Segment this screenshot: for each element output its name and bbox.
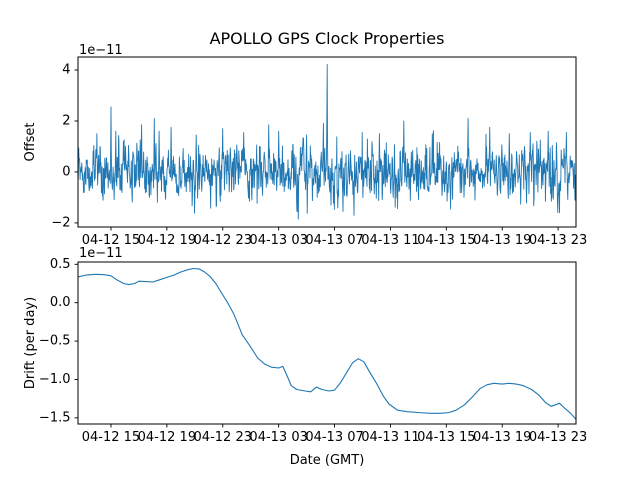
x-tick-label: 04-13 19 [473, 430, 531, 445]
x-tick-label: 04-13 23 [529, 233, 587, 248]
x-tick-label: 04-13 03 [249, 233, 307, 248]
x-tick-label: 04-12 23 [194, 233, 252, 248]
offset-series-line [78, 63, 576, 220]
chart-title: APOLLO GPS Clock Properties [210, 29, 445, 48]
y-tick-label: 0 [62, 164, 70, 179]
x-tick-label: 04-12 19 [138, 430, 196, 445]
x-tick-label: 04-13 07 [305, 233, 363, 248]
drift-series-line [78, 267, 576, 420]
drift-exponent-label: 1e−11 [79, 246, 123, 261]
y-tick-label: 2 [62, 113, 70, 128]
x-axis-label: Date (GMT) [290, 453, 365, 468]
x-tick-label: 04-13 19 [473, 233, 531, 248]
y-tick-label: 4 [62, 62, 70, 77]
y-tick-label: −2 [51, 215, 70, 230]
offset-axes-frame [77, 56, 577, 228]
x-tick-label: 04-12 15 [82, 233, 140, 248]
y-tick-label: −1.0 [39, 372, 71, 387]
x-tick-label: 04-12 23 [194, 430, 252, 445]
x-tick-label: 04-13 23 [529, 430, 587, 445]
y-tick-label: 0.0 [50, 295, 71, 310]
y-tick-label: 0.5 [50, 257, 71, 272]
y-tick-label: −1.5 [39, 410, 71, 425]
y-tick-label: −0.5 [39, 334, 71, 349]
x-tick-label: 04-12 19 [138, 233, 196, 248]
drift-y-axis-label: Drift (per day) [23, 297, 38, 389]
x-tick-label: 04-13 15 [417, 233, 475, 248]
offset-y-axis-label: Offset [23, 122, 38, 161]
x-tick-label: 04-12 15 [82, 430, 140, 445]
offset-exponent-label: 1e−11 [79, 43, 123, 58]
drift-subplot: 1e−11 Drift (per day) −1.5 −1.0 −0.5 0.0 0.5… [23, 246, 587, 468]
drift-axes-frame [77, 261, 577, 425]
x-tick-label: 04-13 07 [305, 430, 363, 445]
x-tick-label: 04-13 15 [417, 430, 475, 445]
x-tick-label: 04-13 11 [361, 233, 419, 248]
x-tick-label: 04-13 11 [361, 430, 419, 445]
x-tick-label: 04-13 03 [249, 430, 307, 445]
